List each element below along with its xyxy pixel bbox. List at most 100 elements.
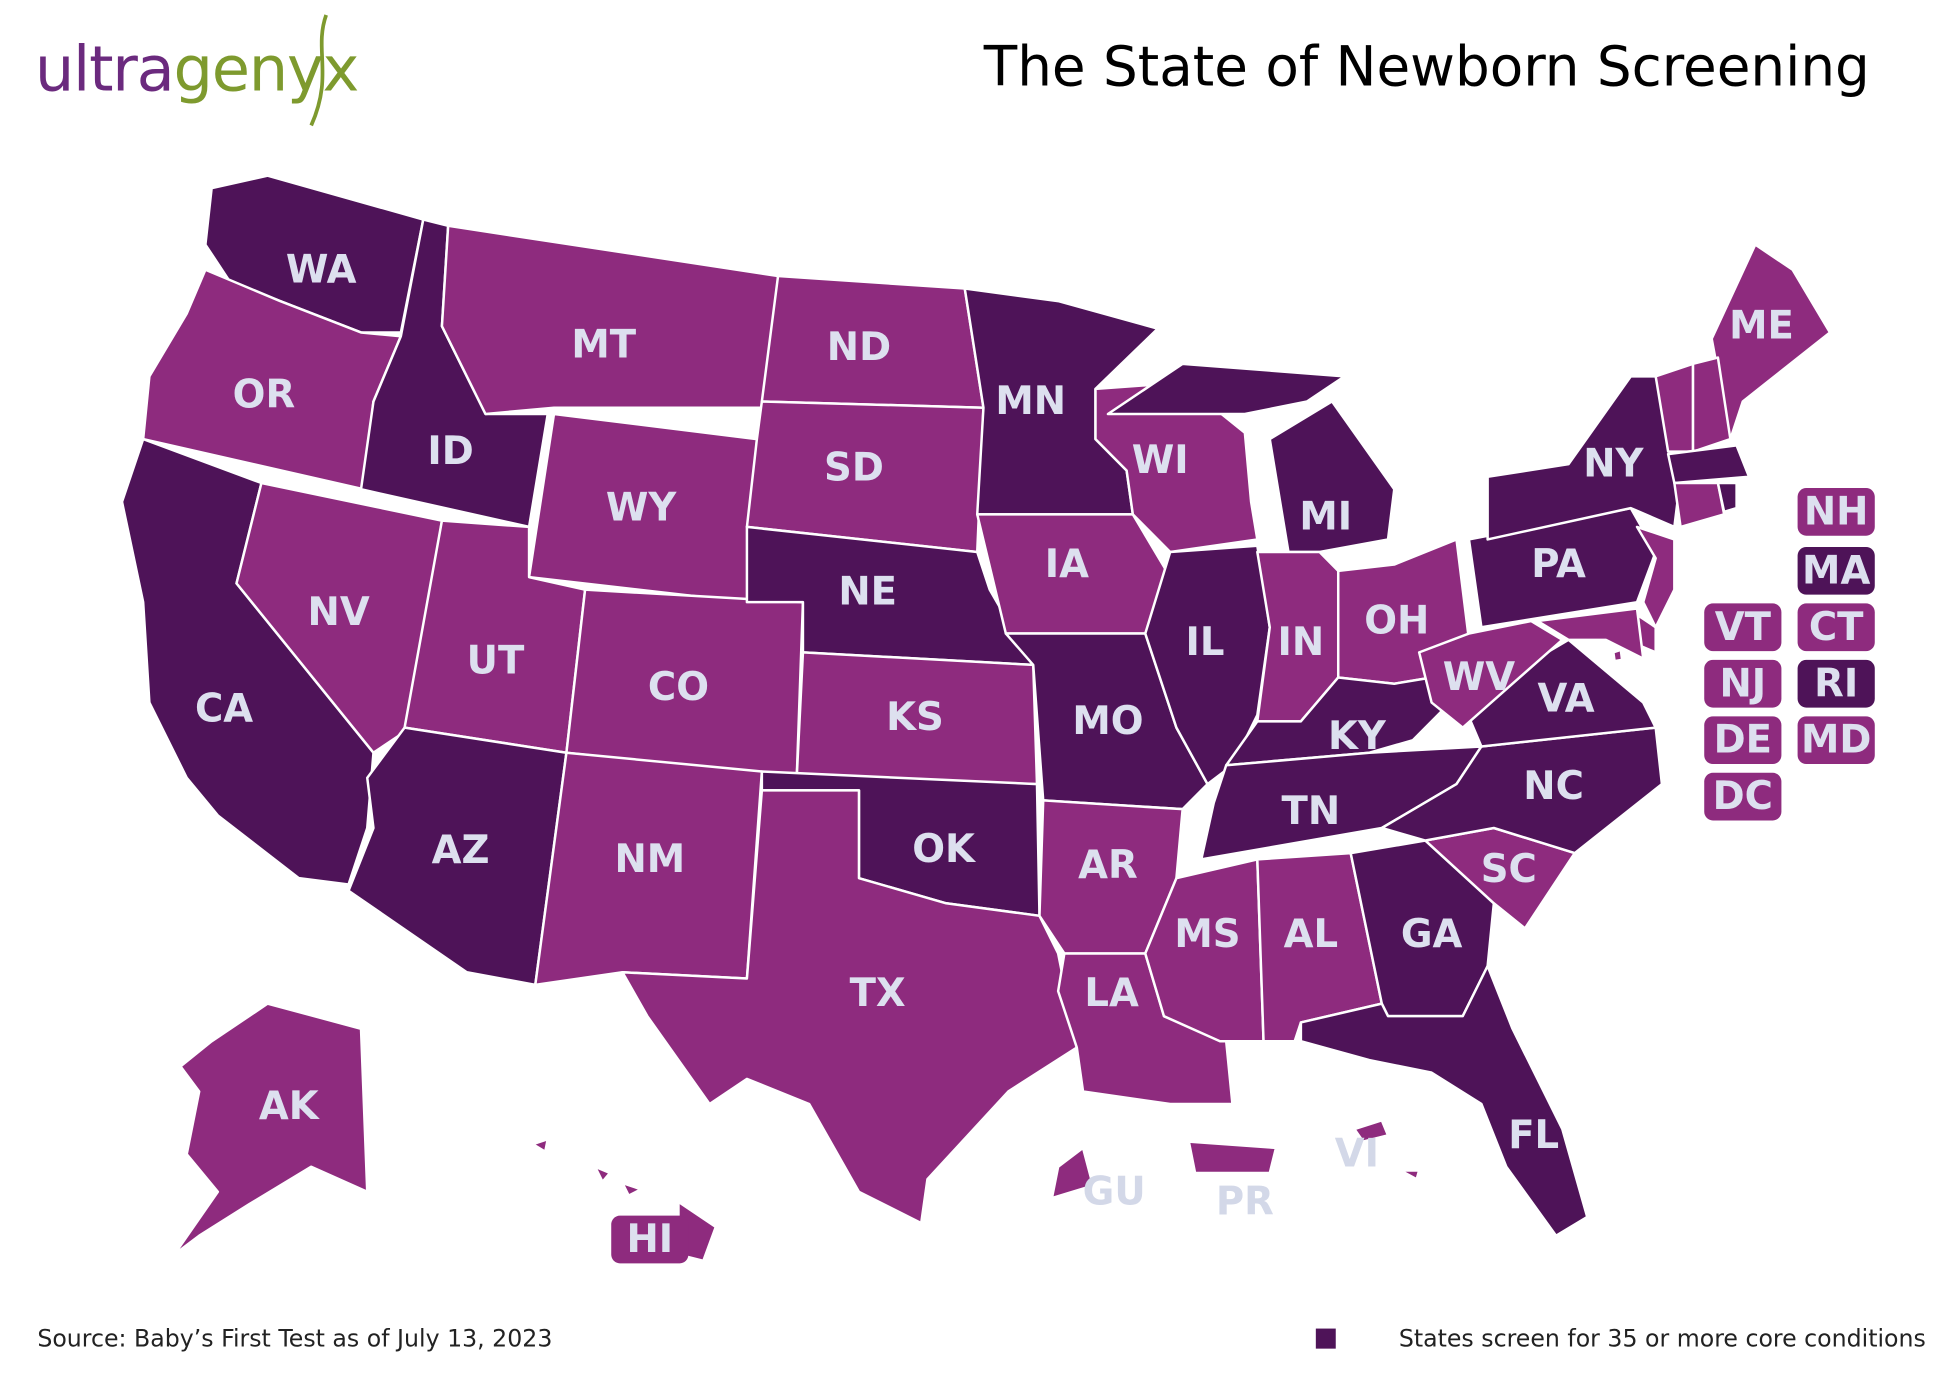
state-label: CO [648,665,709,710]
state-label: OK [912,827,977,872]
state-shape [1050,1146,1095,1200]
state [1716,481,1738,514]
state-label: VA [1537,676,1594,721]
state-label: ME [1729,304,1794,349]
state-label: MD [1801,718,1871,763]
state-shape [1612,648,1624,663]
state [1612,648,1624,663]
state [1691,356,1732,453]
state [1187,1140,1278,1175]
state [235,481,444,754]
state [1666,444,1751,485]
state-shape [1536,607,1645,660]
state-shape [621,789,1079,1225]
state-shape [593,1165,612,1184]
state-shape [1399,1169,1421,1181]
state-shape [235,481,444,754]
state-label: AZ [432,828,490,873]
state-label: RI [1814,661,1858,706]
state-label: GU [1083,1169,1146,1214]
state-label: WV [1443,655,1515,700]
state-box [1797,716,1875,765]
state-box [1704,716,1782,765]
state-shape [173,1002,369,1256]
state-shape [531,1137,549,1153]
state-box [1797,603,1875,652]
state-label: WA [286,247,357,292]
state [173,1002,369,1256]
logo-part: genyx [173,32,358,105]
state-label: KS [886,695,944,740]
title: The State of Newborn Screening [983,34,1870,98]
state-shape [1299,964,1589,1237]
state-label: LA [1084,971,1138,1016]
state-label: FL [1508,1113,1559,1158]
state-shape [1380,726,1664,855]
state-box [1797,546,1875,595]
state [440,224,780,416]
state-label: SC [1481,847,1537,892]
state-label: MT [571,322,636,367]
state-label: NC [1523,764,1584,809]
state [1353,1119,1421,1181]
state-label: TX [850,971,906,1016]
state-label: AR [1078,843,1138,888]
state-label: DC [1713,774,1773,819]
state-shape [621,1181,643,1197]
source: Source: Baby’s First Test as of July 13,… [37,1324,552,1352]
state-label: WY [606,486,677,531]
state [1050,1146,1095,1200]
state-label: NY [1583,442,1644,487]
logo-swoosh [309,14,328,127]
state-label: ND [827,325,891,370]
state-label: VI [1335,1132,1379,1177]
state-label: PR [1216,1179,1274,1224]
state-label: NH [1804,489,1869,534]
state [1106,362,1396,554]
state-shape [1353,1119,1390,1143]
state-shape [1666,444,1751,485]
state-shape [1716,481,1738,514]
state-label: AL [1284,912,1338,957]
state-label: GA [1401,912,1463,957]
state-label: MA [1802,548,1870,593]
logo-part: ultra [35,32,174,105]
states: WA OR CA NV ID MT WY UT AZ CO NM ND SD NE KS OK TX MN IA MO… [120,174,1875,1264]
state-box [1704,772,1782,821]
state-box [1797,488,1875,536]
state-label: MN [995,379,1066,424]
state-shape [1673,481,1726,529]
state-box [1797,659,1875,708]
state-label: NM [614,837,685,882]
logo: ultragenyx [35,32,358,105]
state-label: MO [1072,699,1143,744]
state-label: NJ [1719,661,1766,706]
state [1380,726,1664,855]
legend-label: States screen for 35 or more core condit… [1399,1324,1926,1352]
state-label: DE [1714,718,1772,763]
state-shape [1106,362,1346,416]
state-label: IA [1045,542,1089,587]
state-box [1704,659,1782,708]
state-label: IL [1186,620,1225,665]
state-label: MI [1299,494,1352,539]
state [1417,619,1564,729]
state-label: ID [427,429,473,474]
state-label: CT [1809,605,1864,650]
state-shape [1187,1140,1278,1175]
state-label: NV [308,590,370,635]
state-shape [1691,356,1732,453]
state-label: PA [1531,542,1586,587]
state-box [1704,603,1782,652]
state-label: OR [233,373,296,418]
state-label: AK [259,1084,321,1129]
state-label: VT [1715,605,1772,650]
state-label: NE [838,570,897,615]
state-label: IN [1278,620,1325,665]
state-label: HI [626,1217,673,1262]
state-label: UT [467,639,525,684]
state-label: TN [1282,789,1341,834]
state [621,789,1079,1225]
state-label: MS [1174,912,1240,957]
